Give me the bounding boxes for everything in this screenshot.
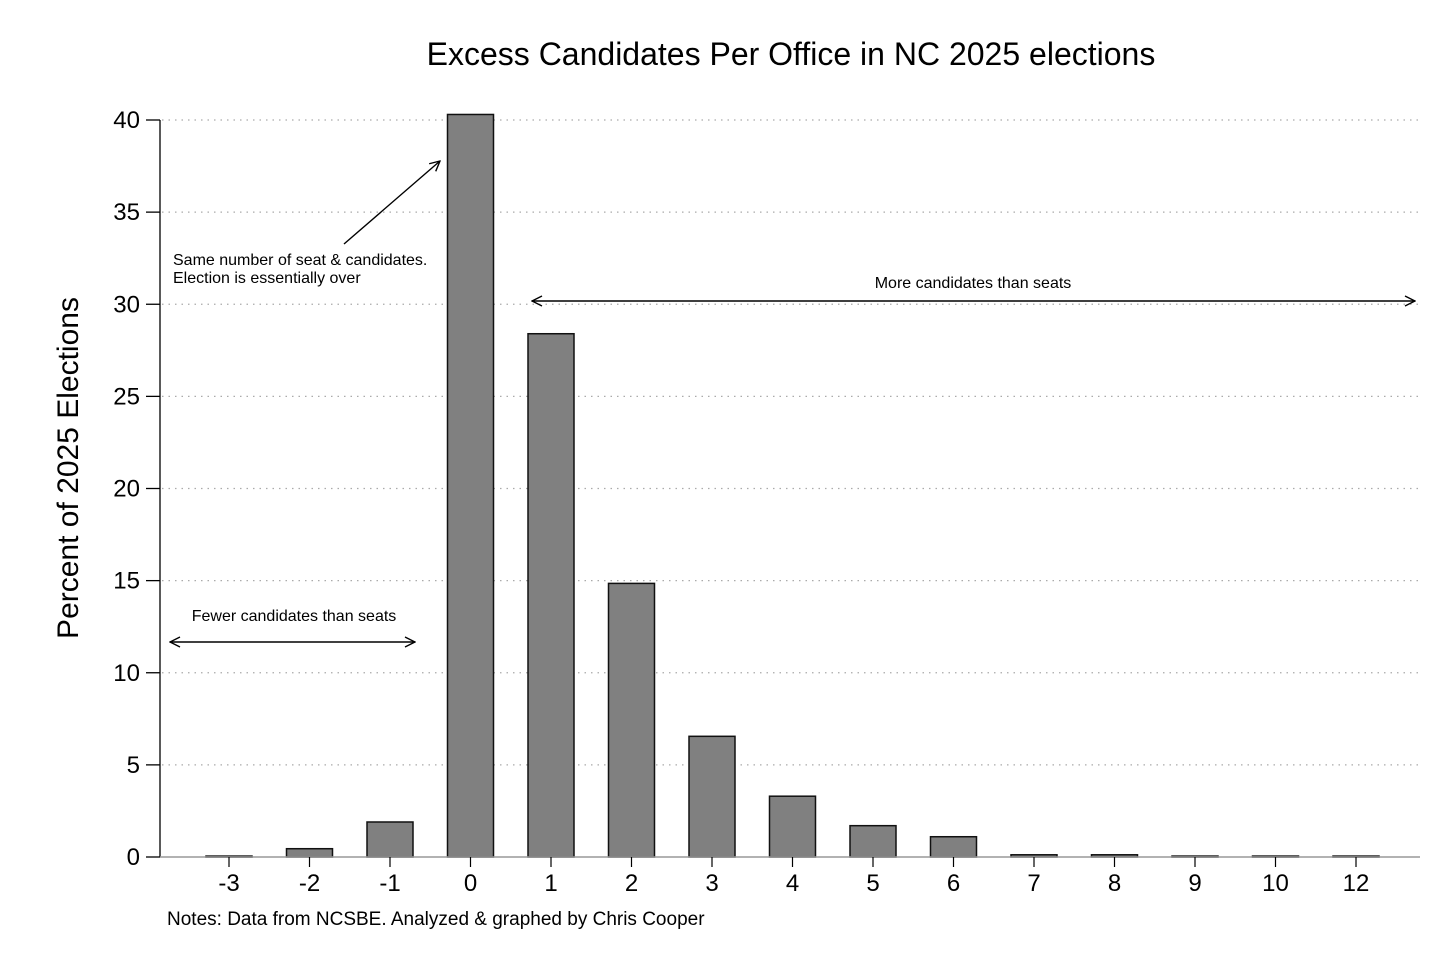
x-tick-label: -1 xyxy=(379,870,400,897)
x-tick-label: 5 xyxy=(866,870,879,897)
chart-title: Excess Candidates Per Office in NC 2025 … xyxy=(427,36,1156,72)
x-tick-label: 1 xyxy=(544,870,557,897)
annotation-same-line2: Election is essentially over xyxy=(173,270,361,287)
chart-notes: Notes: Data from NCSBE. Analyzed & graph… xyxy=(167,909,705,930)
annotation-fewer: Fewer candidates than seats xyxy=(192,608,397,625)
x-tick-label: 2 xyxy=(625,870,638,897)
bar xyxy=(929,835,978,858)
x-tick-label: 7 xyxy=(1027,870,1040,897)
bar xyxy=(366,821,414,858)
y-tick-label: 35 xyxy=(113,199,140,226)
y-tick-label: 30 xyxy=(113,291,140,318)
x-tick-label: 12 xyxy=(1343,870,1370,897)
bar xyxy=(849,824,897,858)
x-tick-label: 0 xyxy=(464,870,477,897)
arrow-same-number xyxy=(343,161,440,245)
y-tick-label: 15 xyxy=(113,568,140,595)
x-tick-label: 8 xyxy=(1108,870,1121,897)
bar xyxy=(527,332,575,858)
y-axis-label: Percent of 2025 Elections xyxy=(52,297,85,639)
x-tick-label: 10 xyxy=(1262,870,1289,897)
x-tick-label: 6 xyxy=(947,870,960,897)
bar xyxy=(607,582,656,858)
y-ticks: 0 5 10 15 20 25 30 35 40 xyxy=(113,107,160,871)
y-tick-label: 20 xyxy=(113,476,140,503)
y-tick-label: 25 xyxy=(113,383,140,410)
bars xyxy=(205,113,1380,858)
x-tick-label: 4 xyxy=(786,870,799,897)
y-tick-label: 40 xyxy=(113,107,140,134)
bar xyxy=(688,735,736,858)
x-tick-label: 9 xyxy=(1188,870,1201,897)
bar xyxy=(768,795,817,858)
y-tick-label: 10 xyxy=(113,660,140,687)
gridlines xyxy=(162,119,1420,766)
bar xyxy=(285,847,334,858)
x-tick-label: 3 xyxy=(705,870,718,897)
x-tick-label: -2 xyxy=(299,870,320,897)
annotation-more: More candidates than seats xyxy=(875,275,1072,292)
bar xyxy=(446,113,495,858)
x-ticks: -3 -2 -1 0 1 2 3 4 5 6 7 8 9 10 12 xyxy=(218,857,1369,897)
x-tick-label: -3 xyxy=(218,870,239,897)
annotation-same-line1: Same number of seat & candidates. xyxy=(173,252,427,269)
y-tick-label: 5 xyxy=(127,752,140,779)
y-tick-label: 0 xyxy=(127,844,140,871)
